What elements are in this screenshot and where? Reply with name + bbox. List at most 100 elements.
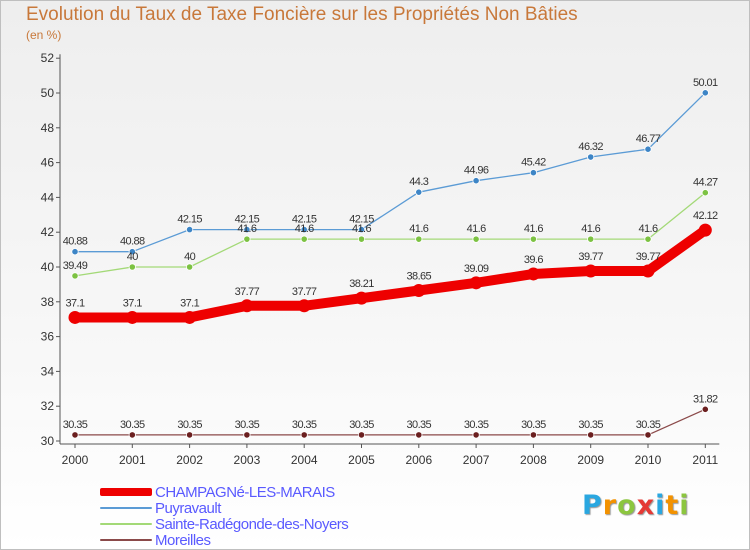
x-tick-label: 2007 bbox=[463, 453, 490, 467]
data-point bbox=[526, 267, 540, 281]
y-tick-label: 34 bbox=[41, 364, 55, 378]
series-line bbox=[74, 192, 706, 277]
data-label: 30.35 bbox=[235, 419, 260, 431]
data-label: 42.15 bbox=[349, 214, 374, 226]
legend-swatch bbox=[100, 523, 152, 525]
data-point bbox=[587, 235, 595, 243]
y-tick-label: 42 bbox=[41, 225, 55, 239]
axes: 30 32 34 36 38 40 42 44 46 48 50 52 2000 2001 2002 2003… bbox=[41, 51, 720, 467]
data-label: 37.1 bbox=[65, 297, 84, 309]
legend-item: CHAMPAGNé-LES-MARAIS bbox=[100, 484, 348, 501]
data-point bbox=[701, 189, 709, 197]
data-label: 30.35 bbox=[292, 419, 317, 431]
data-label: 38.21 bbox=[349, 278, 374, 290]
x-tick-label: 2004 bbox=[291, 453, 318, 467]
legend-swatch bbox=[100, 507, 152, 509]
legend-item: Moreilles bbox=[100, 532, 348, 549]
data-label: 40.88 bbox=[120, 236, 145, 248]
data-label: 30.35 bbox=[407, 419, 432, 431]
data-point bbox=[128, 263, 136, 271]
legend-swatch bbox=[100, 539, 152, 541]
data-point bbox=[412, 283, 426, 297]
data-labels: 40.88 40.88 42.15 42.15 42.15 42.15 44.3 44.96 4… bbox=[63, 77, 719, 431]
x-tick-label: 2001 bbox=[119, 453, 146, 467]
data-label: 39.09 bbox=[464, 263, 489, 275]
logo-letter: t bbox=[665, 490, 680, 521]
data-point bbox=[701, 405, 709, 413]
legend-swatch bbox=[100, 488, 152, 496]
data-point bbox=[355, 291, 368, 305]
data-point bbox=[644, 145, 652, 153]
proxiti-logo: Proxiti bbox=[582, 490, 690, 521]
y-tick-label: 48 bbox=[41, 121, 55, 135]
data-label: 37.77 bbox=[292, 286, 317, 298]
logo-letter: o bbox=[617, 490, 637, 521]
x-tick-label: 2006 bbox=[405, 453, 432, 467]
data-label: 37.1 bbox=[123, 297, 142, 309]
data-label: 40 bbox=[184, 251, 196, 263]
data-point bbox=[529, 431, 538, 439]
data-label: 42.15 bbox=[177, 214, 202, 226]
logo-letter: x bbox=[636, 490, 656, 521]
data-label: 30.35 bbox=[63, 419, 88, 431]
y-tick-label: 30 bbox=[41, 434, 55, 448]
data-label: 42.15 bbox=[235, 214, 260, 226]
data-point bbox=[186, 431, 194, 439]
data-label: 46.77 bbox=[636, 133, 661, 145]
data-label: 41.6 bbox=[581, 223, 600, 235]
y-tick-label: 32 bbox=[41, 399, 55, 413]
data-label: 41.6 bbox=[295, 223, 314, 235]
series-1 bbox=[71, 189, 709, 280]
y-tick-label: 50 bbox=[41, 86, 55, 100]
data-point bbox=[415, 188, 423, 196]
series-2 bbox=[71, 405, 709, 439]
y-tick-label: 46 bbox=[41, 156, 55, 170]
data-point bbox=[644, 431, 652, 439]
logo-letter: i bbox=[655, 490, 666, 521]
y-tick-label: 38 bbox=[41, 295, 55, 309]
data-label: 41.6 bbox=[352, 223, 371, 235]
y-tick-label: 40 bbox=[41, 260, 55, 274]
data-label: 46.32 bbox=[578, 141, 603, 153]
data-point bbox=[469, 276, 483, 290]
data-label: 30.35 bbox=[636, 419, 661, 431]
x-tick-label: 2002 bbox=[176, 453, 203, 467]
data-label: 30.35 bbox=[521, 419, 546, 431]
legend-label: Sainte-Radégonde-des-Noyers bbox=[155, 515, 349, 533]
data-point bbox=[183, 310, 197, 324]
logo-letter: P bbox=[582, 490, 603, 521]
x-tick-label: 2011 bbox=[692, 453, 718, 467]
data-point bbox=[71, 248, 79, 256]
data-point bbox=[415, 235, 423, 243]
x-tick-label: 2005 bbox=[348, 453, 375, 467]
data-label: 30.35 bbox=[464, 419, 489, 431]
series-layer bbox=[68, 89, 712, 439]
data-label: 38.65 bbox=[407, 270, 432, 282]
x-tick-label: 2008 bbox=[520, 453, 547, 467]
data-label: 44.3 bbox=[409, 176, 428, 188]
data-point bbox=[529, 235, 538, 243]
data-label: 42.12 bbox=[693, 210, 718, 222]
data-point bbox=[641, 264, 655, 278]
series-line bbox=[74, 408, 706, 436]
data-label: 41.6 bbox=[467, 223, 486, 235]
x-tick-label: 2010 bbox=[635, 453, 662, 467]
data-point bbox=[186, 263, 194, 271]
data-point bbox=[644, 235, 652, 243]
chart-subtitle: (en %) bbox=[26, 28, 62, 42]
data-label: 31.82 bbox=[693, 393, 718, 405]
series-3 bbox=[68, 223, 712, 324]
series-line bbox=[74, 92, 706, 253]
y-tick-label: 36 bbox=[41, 330, 55, 344]
data-point bbox=[243, 225, 251, 234]
data-label: 39.6 bbox=[524, 254, 543, 266]
y-tick-label: 44 bbox=[41, 190, 55, 204]
data-label: 30.35 bbox=[177, 419, 202, 431]
chart-title: Evolution du Taux de Taxe Foncière sur l… bbox=[26, 4, 578, 25]
series-0 bbox=[71, 89, 709, 256]
data-label: 44.27 bbox=[693, 177, 718, 189]
data-point bbox=[472, 235, 480, 243]
data-label: 41.6 bbox=[524, 223, 543, 235]
data-point bbox=[125, 310, 139, 324]
data-point bbox=[243, 235, 251, 243]
